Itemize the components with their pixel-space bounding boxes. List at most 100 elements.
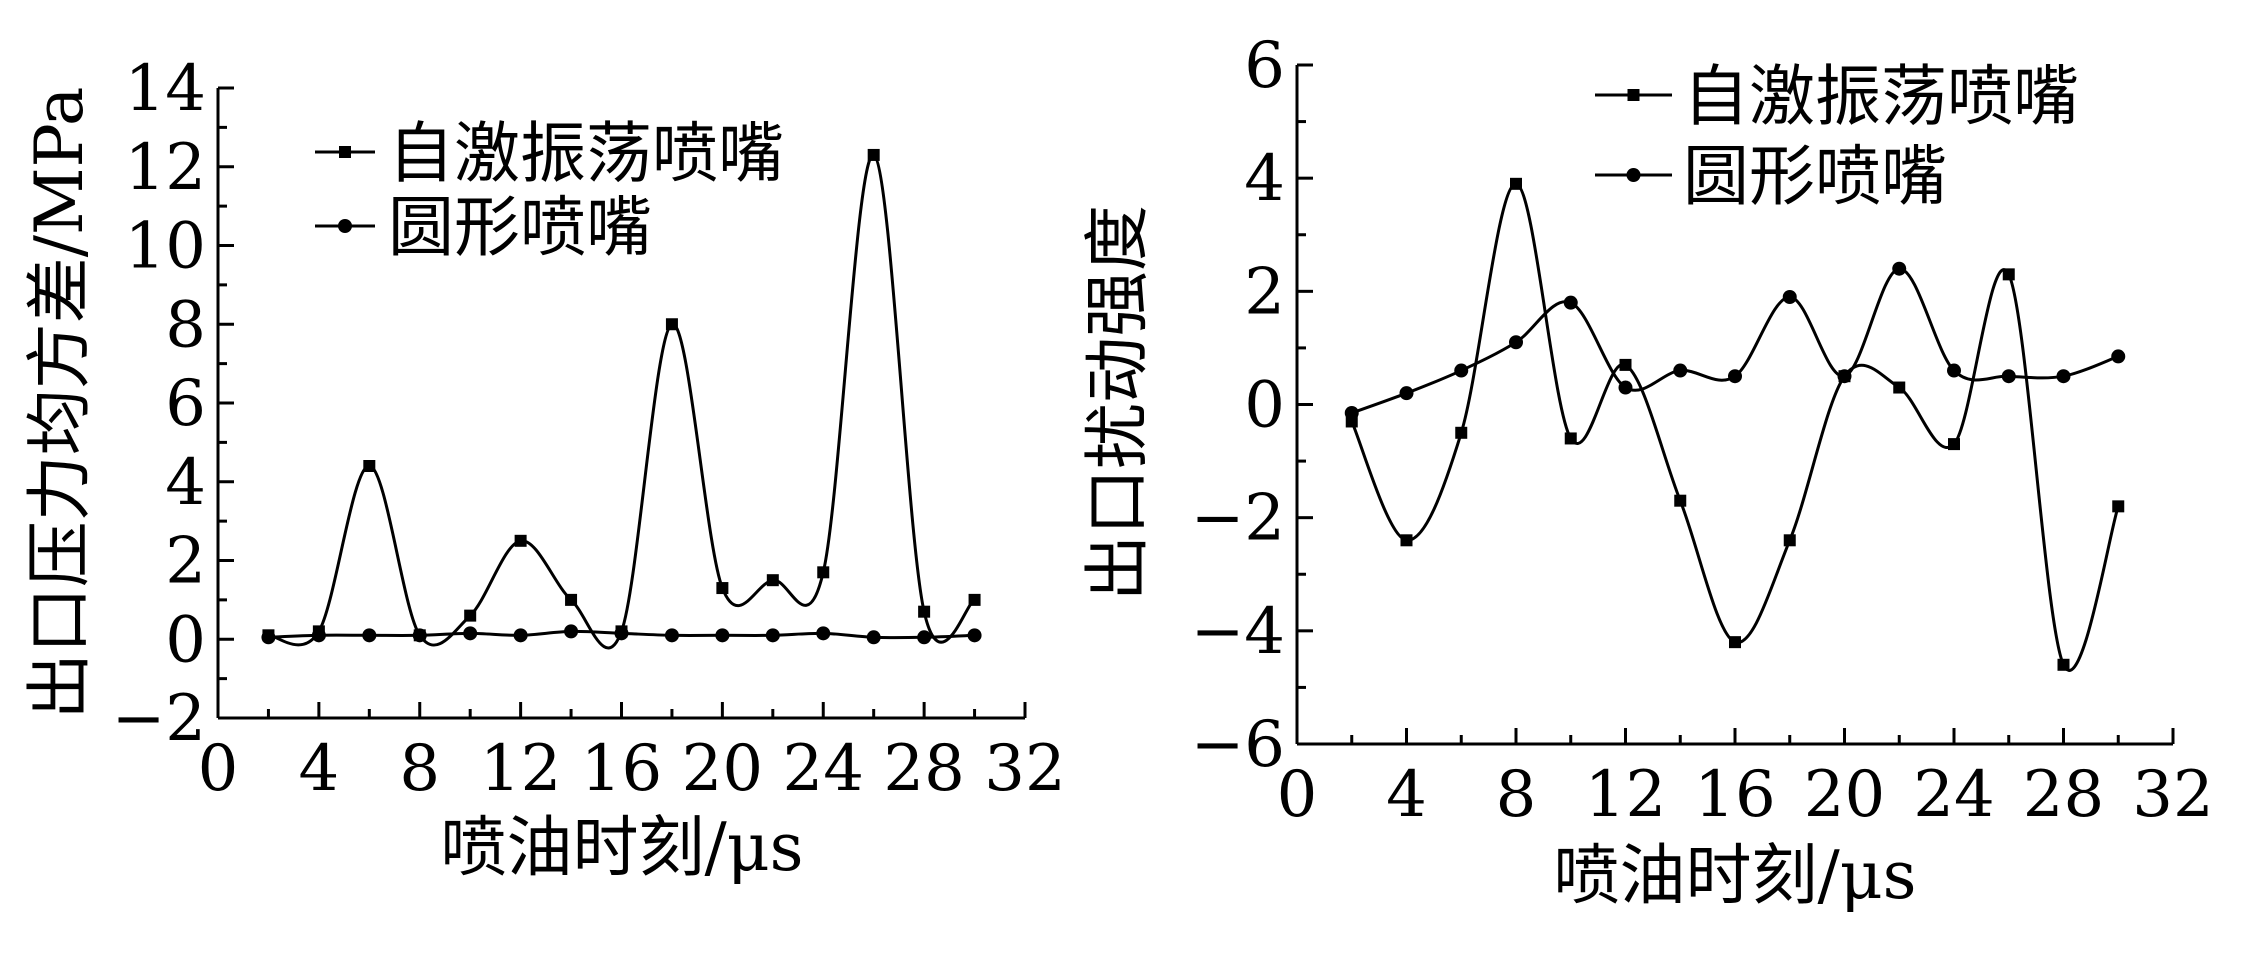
data-point-square	[1783, 534, 1796, 547]
data-point-circle	[1618, 380, 1633, 395]
y-tick-label: −6	[1191, 708, 1285, 782]
x-tick-label: 32	[984, 732, 1065, 806]
x-tick-label: 28	[2023, 758, 2104, 832]
y-tick-label: 10	[125, 210, 206, 284]
data-point-circle	[1563, 295, 1578, 310]
data-point-square	[817, 566, 830, 579]
legend-label: 自激振荡喷嘴	[1683, 58, 2079, 135]
data-point-circle	[1947, 363, 1961, 378]
chart-pressure-variance: 0 4 8 12 16 20 24 28 32−202468101214喷油时刻/μs出口压力均…	[21, 52, 1066, 886]
data-point-square	[1564, 432, 1577, 445]
y-axis-title: 出口压力均方差/MPa	[21, 87, 98, 720]
legend-marker-square	[339, 146, 351, 158]
data-point-circle	[866, 630, 881, 645]
y-tick-label: 6	[1244, 29, 1285, 103]
data-point-square	[1455, 426, 1468, 439]
x-tick-label: 20	[1804, 758, 1885, 832]
x-tick-label: 16	[581, 732, 662, 806]
data-point-circle	[564, 624, 579, 639]
data-point-circle	[1837, 369, 1852, 384]
data-point-square	[716, 582, 729, 595]
data-point-circle	[816, 626, 831, 641]
x-tick-label: 20	[682, 732, 763, 806]
x-tick-label: 24	[1913, 758, 1994, 832]
data-point-square	[2057, 658, 2070, 671]
data-point-circle	[967, 628, 982, 643]
series-line-circle	[1351, 267, 2119, 415]
data-point-circle	[412, 628, 427, 643]
legend-marker-circle	[1626, 168, 1641, 182]
data-point-circle	[1399, 386, 1414, 401]
y-tick-label: 0	[1244, 369, 1285, 443]
data-point-circle	[917, 630, 932, 645]
data-point-square	[363, 460, 376, 472]
x-tick-label: 12	[480, 732, 561, 806]
y-axis-title: 出口扰动强度	[1079, 205, 1156, 601]
data-point-square	[1619, 358, 1632, 371]
x-tick-label: 0	[1277, 758, 1318, 832]
y-tick-label: −4	[1191, 595, 1285, 669]
x-tick-label: 28	[883, 732, 964, 806]
data-point-square	[918, 605, 931, 618]
x-axis-title: 喷油时刻/μs	[1554, 837, 1917, 914]
x-tick-label: 16	[1694, 758, 1775, 832]
y-tick-label: 6	[165, 367, 206, 441]
data-point-circle	[1454, 363, 1469, 378]
data-point-square	[766, 574, 779, 587]
data-point-circle	[1892, 261, 1907, 276]
data-point-circle	[311, 628, 326, 643]
x-tick-label: 0	[198, 732, 239, 806]
data-point-circle	[2056, 369, 2071, 384]
x-tick-label: 12	[1585, 758, 1666, 832]
x-tick-label: 32	[2132, 758, 2213, 832]
data-point-square	[514, 534, 527, 547]
legend-marker-circle	[338, 219, 352, 233]
data-point-square	[665, 318, 678, 331]
data-point-square	[1893, 381, 1906, 394]
data-point-circle	[513, 628, 528, 643]
y-tick-label: 2	[165, 525, 206, 599]
data-point-circle	[1509, 335, 1523, 350]
y-tick-label: 8	[165, 288, 206, 362]
data-point-square	[464, 609, 477, 622]
y-tick-label: 12	[125, 131, 206, 205]
data-point-circle	[1782, 289, 1797, 304]
data-point-square	[2002, 268, 2015, 281]
y-tick-label: 14	[125, 52, 206, 126]
data-point-circle	[1344, 405, 1359, 420]
data-point-circle	[664, 628, 679, 643]
x-tick-label: 8	[399, 732, 440, 806]
data-point-circle	[463, 626, 478, 641]
data-point-circle	[614, 626, 629, 641]
data-point-square	[1674, 494, 1687, 507]
data-point-circle	[2111, 349, 2126, 364]
data-point-circle	[715, 628, 730, 643]
x-tick-label: 4	[299, 732, 340, 806]
data-point-square	[968, 593, 981, 606]
data-point-square	[1729, 636, 1741, 649]
x-tick-label: 24	[783, 732, 864, 806]
y-tick-label: 2	[1244, 255, 1285, 329]
legend-label: 圆形喷嘴	[388, 189, 652, 266]
x-tick-label: 8	[1496, 758, 1537, 832]
data-point-square	[1400, 534, 1413, 547]
data-point-circle	[261, 630, 276, 645]
x-axis-title: 喷油时刻/μs	[441, 809, 804, 886]
y-tick-label: −2	[1191, 482, 1285, 556]
data-point-square	[867, 148, 880, 161]
y-tick-label: 0	[165, 603, 206, 677]
y-tick-label: 4	[165, 446, 206, 520]
x-tick-label: 4	[1386, 758, 1427, 832]
data-point-circle	[2001, 369, 2016, 384]
data-point-square	[565, 593, 578, 606]
legend-label: 圆形喷嘴	[1683, 138, 1947, 215]
data-point-circle	[362, 628, 377, 643]
chart-disturbance-intensity: 0 4 8 12 16 20 24 28 32−6−4−20246喷油时刻/μs出口扰动强度自激…	[1079, 29, 2214, 914]
y-tick-label: 4	[1244, 142, 1285, 216]
data-point-circle	[1673, 363, 1688, 378]
data-point-square	[2112, 500, 2125, 513]
data-point-square	[1510, 177, 1522, 190]
data-point-circle	[1728, 369, 1742, 384]
y-tick-label: −2	[112, 682, 206, 756]
